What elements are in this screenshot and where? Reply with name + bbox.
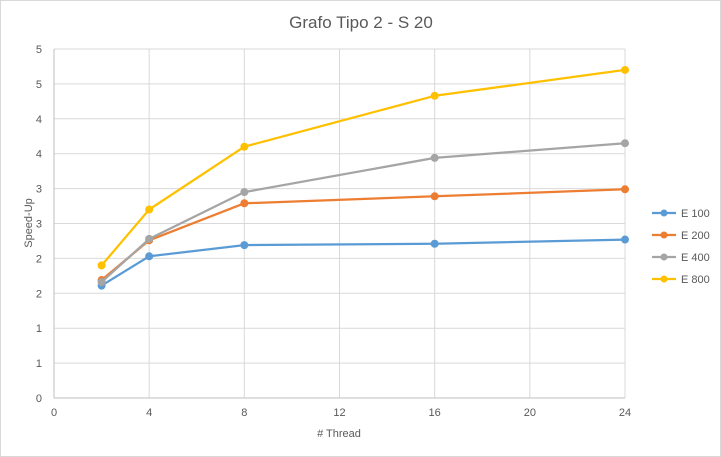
y-tick-label: 2 xyxy=(36,253,42,265)
series-e-200 xyxy=(97,185,629,285)
chart-title: Grafo Tipo 2 - S 20 xyxy=(289,13,433,32)
data-point-e-100 xyxy=(240,241,249,250)
legend-marker xyxy=(660,231,668,239)
y-tick-label: 1 xyxy=(36,323,42,335)
y-tick-label: 5 xyxy=(36,79,42,91)
data-point-e-400 xyxy=(240,188,249,197)
data-point-e-800 xyxy=(240,142,249,151)
axes xyxy=(53,49,625,399)
legend-marker xyxy=(660,275,668,283)
series-e-100 xyxy=(97,235,629,290)
x-tick-label: 12 xyxy=(333,407,345,419)
y-tick-label: 0 xyxy=(36,393,42,405)
data-point-e-200 xyxy=(240,199,249,208)
series-e-800 xyxy=(97,65,629,270)
x-tick-label: 0 xyxy=(51,407,57,419)
x-tick-label: 4 xyxy=(146,407,152,419)
data-point-e-200 xyxy=(621,185,629,194)
series-line-e-200 xyxy=(100,188,626,281)
data-point-e-800 xyxy=(430,91,439,100)
series-line-e-100 xyxy=(101,238,626,287)
legend-item-e-100: E 100 xyxy=(652,208,710,220)
legend-item-e-400: E 400 xyxy=(652,252,710,264)
legend-marker xyxy=(660,209,668,217)
data-point-e-800 xyxy=(621,65,629,74)
y-tick-label: 5 xyxy=(36,44,42,56)
legend-label: E 200 xyxy=(681,230,710,242)
y-tick-label: 2 xyxy=(36,288,42,300)
data-point-e-200 xyxy=(430,192,439,201)
data-point-e-100 xyxy=(621,235,629,244)
series-line-e-800 xyxy=(100,68,626,267)
data-point-e-400 xyxy=(145,234,154,243)
y-tick-label: 4 xyxy=(36,149,42,161)
y-tick-label: 3 xyxy=(36,219,42,231)
series-e-400 xyxy=(97,139,629,287)
x-tick-label: 20 xyxy=(524,407,536,419)
legend-label: E 100 xyxy=(681,208,710,220)
data-point-e-100 xyxy=(145,252,154,261)
y-tick-label: 1 xyxy=(36,358,42,370)
x-axis-title: # Thread xyxy=(317,428,361,440)
x-tick-label: 24 xyxy=(619,407,631,419)
y-axis-title: Speed-Up xyxy=(23,198,35,248)
legend-label: E 400 xyxy=(681,252,710,264)
legend-label: E 800 xyxy=(681,274,710,286)
legend-marker xyxy=(660,253,668,261)
legend-item-e-200: E 200 xyxy=(652,230,710,242)
x-tick-label: 16 xyxy=(429,407,441,419)
series-lines xyxy=(97,65,629,290)
x-tick-label: 8 xyxy=(241,407,247,419)
data-point-e-800 xyxy=(97,261,106,270)
data-point-e-100 xyxy=(430,239,439,248)
data-point-e-400 xyxy=(97,278,106,287)
y-tick-label: 4 xyxy=(36,114,42,126)
series-line-e-400 xyxy=(100,142,626,283)
data-point-e-400 xyxy=(621,139,629,148)
legend: E 100 E 200 E 400 E 800 xyxy=(652,208,710,286)
y-tick-label: 3 xyxy=(36,184,42,196)
data-point-e-400 xyxy=(430,153,439,162)
legend-item-e-800: E 800 xyxy=(652,274,710,286)
gridlines xyxy=(54,48,626,398)
data-point-e-800 xyxy=(145,205,154,214)
